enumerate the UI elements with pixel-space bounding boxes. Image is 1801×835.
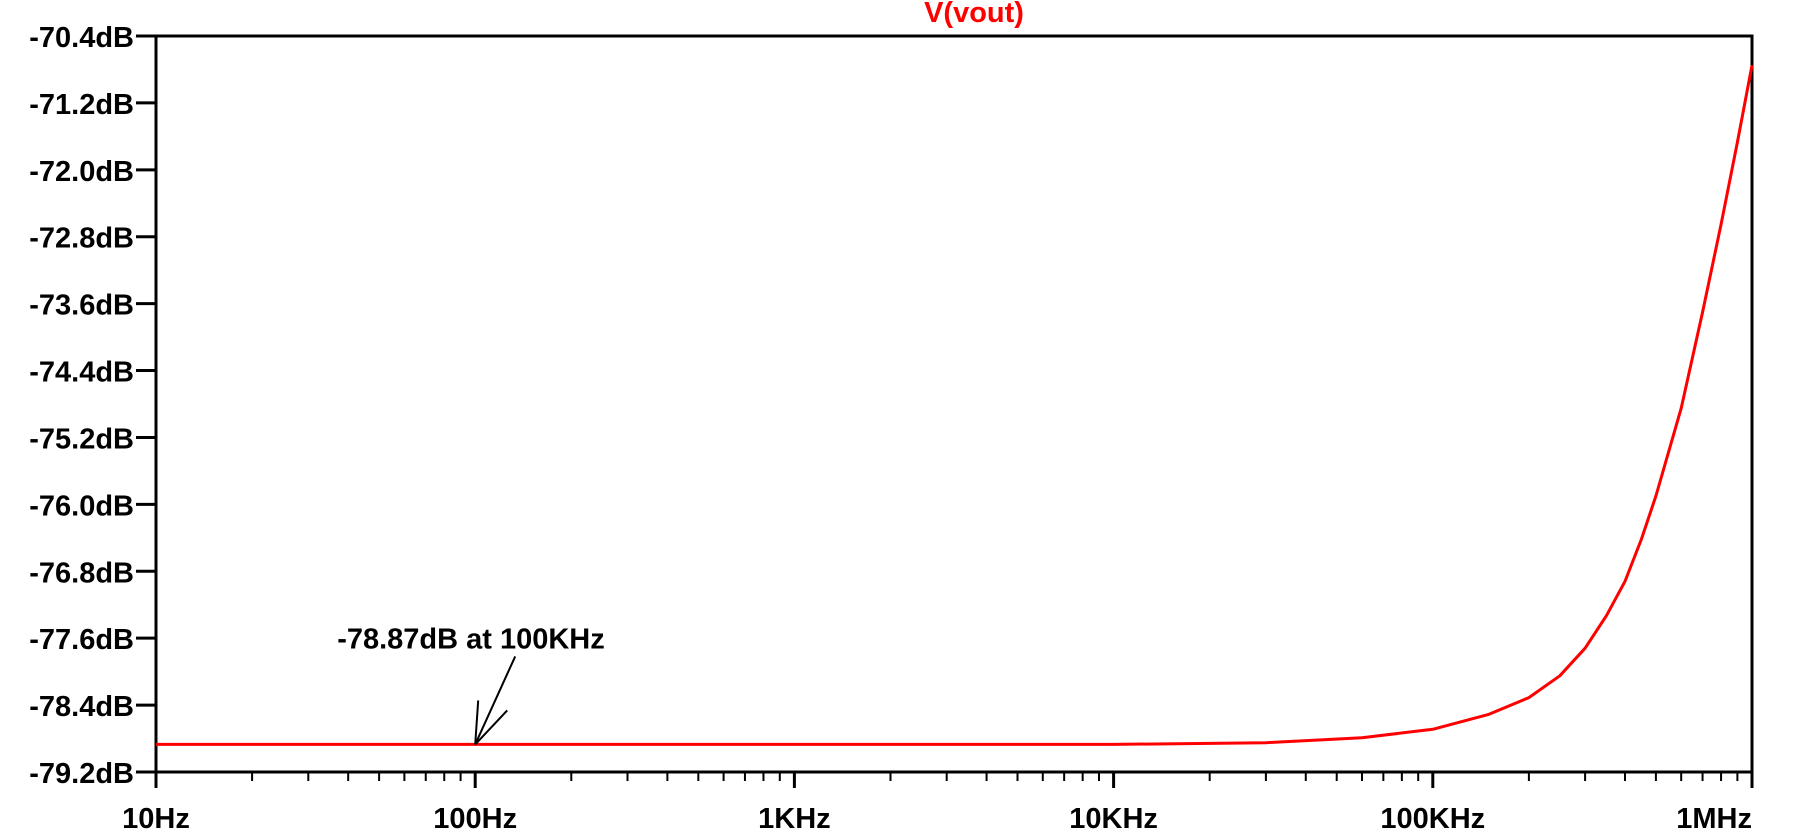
- y-tick-label: -72.8dB: [29, 223, 134, 255]
- x-tick-label: 1KHz: [758, 803, 831, 835]
- x-axis-ticks: 10Hz 100Hz 1KHz 10KHz 100KHz 1MHz: [122, 772, 1754, 835]
- annotation-arrow-shaft: [474, 655, 517, 745]
- series-line: [156, 65, 1754, 746]
- x-tick-label: 10Hz: [122, 803, 190, 835]
- y-tick-label: -71.2dB: [29, 89, 134, 121]
- annotation-arrowhead: [474, 700, 480, 745]
- x-tick-label: 100KHz: [1380, 803, 1485, 835]
- y-tick-label: -76.8dB: [29, 557, 134, 589]
- y-tick-label: -73.6dB: [29, 290, 134, 322]
- y-tick-label: -79.2dB: [29, 758, 134, 790]
- y-tick-label: -77.6dB: [29, 624, 134, 656]
- y-tick-label: -75.2dB: [29, 423, 134, 455]
- x-tick-label: 1MHz: [1676, 803, 1752, 835]
- annotation-arrowhead: [474, 709, 508, 746]
- x-tick-label: 100Hz: [433, 803, 517, 835]
- y-axis-ticks: -70.4dB -71.2dB -72.0dB -72.8dB -73.6dB -74.4…: [29, 22, 156, 790]
- x-tick-label: 10KHz: [1069, 803, 1158, 835]
- y-tick-label: -74.4dB: [29, 357, 134, 389]
- annotation-label: -78.87dB at 100KHz: [337, 623, 605, 655]
- y-tick-label: -72.0dB: [29, 156, 134, 188]
- annotation: -78.87dB at 100KHz: [337, 623, 605, 746]
- chart-title: V(vout): [924, 0, 1024, 29]
- series-layer: [156, 65, 1754, 746]
- y-tick-label: -70.4dB: [29, 22, 134, 54]
- y-tick-label: -78.4dB: [29, 691, 134, 723]
- axes: [154, 34, 1754, 774]
- plot-frame: [154, 34, 1754, 774]
- y-tick-label: -76.0dB: [29, 490, 134, 522]
